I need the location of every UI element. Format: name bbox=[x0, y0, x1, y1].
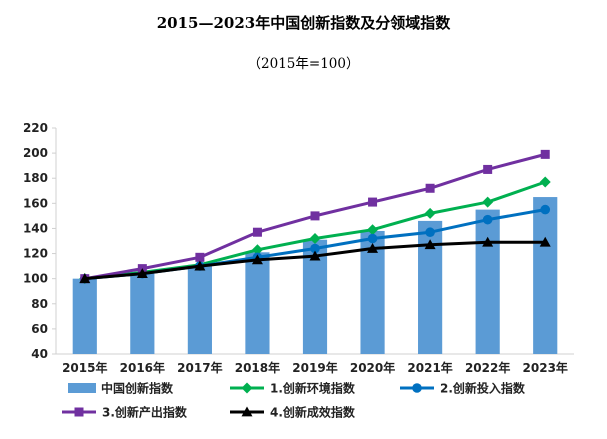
data-point bbox=[539, 236, 551, 247]
data-point bbox=[424, 239, 436, 250]
legend-label: 3.创新产出指数 bbox=[102, 405, 188, 420]
y-tick-label: 220 bbox=[23, 121, 48, 135]
y-tick-label: 120 bbox=[23, 247, 48, 261]
data-point bbox=[482, 196, 494, 208]
data-point bbox=[367, 224, 379, 236]
bar bbox=[130, 273, 155, 354]
legend-marker bbox=[74, 407, 84, 417]
legend-marker bbox=[241, 406, 253, 417]
line-series bbox=[79, 149, 551, 285]
data-point bbox=[309, 250, 321, 261]
legend-marker bbox=[241, 382, 253, 394]
data-point bbox=[483, 164, 493, 174]
legend-swatch bbox=[68, 383, 96, 393]
data-point bbox=[367, 233, 378, 244]
x-tick-label: 2015年 bbox=[62, 360, 107, 375]
bar bbox=[187, 264, 212, 354]
x-tick-label: 2017年 bbox=[177, 360, 222, 375]
bar bbox=[245, 252, 270, 354]
line-series-4 bbox=[79, 236, 551, 284]
legend: 中国创新指数 1.创新环境指数 2.创新投入指数 3.创新产出指数 4.创新成效指数 bbox=[62, 381, 526, 420]
x-tick-label: 2023年 bbox=[523, 360, 568, 375]
data-point bbox=[136, 268, 148, 279]
data-point bbox=[539, 176, 551, 188]
x-tick-label: 2019年 bbox=[292, 360, 337, 375]
y-tick-label: 200 bbox=[23, 146, 48, 160]
y-tick-label: 180 bbox=[23, 171, 48, 185]
legend-label: 中国创新指数 bbox=[101, 381, 174, 396]
y-tick-label: 160 bbox=[23, 196, 48, 210]
legend-item-line-4: 4.创新成效指数 bbox=[230, 405, 356, 420]
y-tick-label: 80 bbox=[31, 297, 48, 311]
data-point bbox=[540, 204, 551, 215]
x-tick-label: 2018年 bbox=[235, 360, 280, 375]
data-point bbox=[309, 232, 321, 244]
data-point bbox=[482, 214, 493, 225]
x-tick-label: 2016年 bbox=[120, 360, 165, 375]
bar bbox=[72, 278, 97, 354]
data-point bbox=[367, 243, 379, 253]
data-point bbox=[425, 183, 435, 193]
data-point bbox=[424, 207, 436, 219]
chart-subtitle: （2015年=100） bbox=[247, 56, 360, 72]
legend-label: 1.创新环境指数 bbox=[270, 381, 356, 396]
legend-item-line-2: 2.创新投入指数 bbox=[400, 381, 526, 396]
bar bbox=[475, 209, 500, 354]
y-tick-label: 140 bbox=[23, 221, 48, 235]
data-point bbox=[368, 197, 378, 207]
data-point bbox=[425, 227, 435, 238]
bar bbox=[533, 197, 558, 354]
data-point bbox=[482, 236, 494, 247]
y-tick-label: 60 bbox=[31, 322, 48, 336]
x-tick-label: 2022年 bbox=[465, 360, 510, 375]
legend-item-bar: 中国创新指数 bbox=[68, 381, 174, 396]
data-point bbox=[195, 252, 205, 262]
data-point bbox=[540, 149, 550, 159]
data-point bbox=[310, 243, 320, 254]
data-point bbox=[251, 244, 263, 256]
legend-item-line-1: 1.创新环境指数 bbox=[230, 381, 356, 396]
y-tick-label: 100 bbox=[23, 272, 48, 286]
y-tick-label: 40 bbox=[31, 347, 48, 361]
data-point bbox=[252, 227, 262, 237]
x-tick-label: 2021年 bbox=[407, 360, 452, 375]
chart-title: 2015—2023年中国创新指数及分领域指数 bbox=[156, 14, 451, 32]
data-point bbox=[194, 260, 206, 271]
data-point bbox=[310, 211, 320, 221]
data-point bbox=[79, 273, 91, 284]
legend-item-line-3: 3.创新产出指数 bbox=[62, 405, 188, 420]
legend-marker bbox=[412, 383, 422, 393]
legend-label: 2.创新投入指数 bbox=[440, 381, 526, 396]
data-point bbox=[251, 254, 263, 265]
x-tick-label: 2020年 bbox=[350, 360, 395, 375]
legend-label: 4.创新成效指数 bbox=[270, 405, 356, 420]
